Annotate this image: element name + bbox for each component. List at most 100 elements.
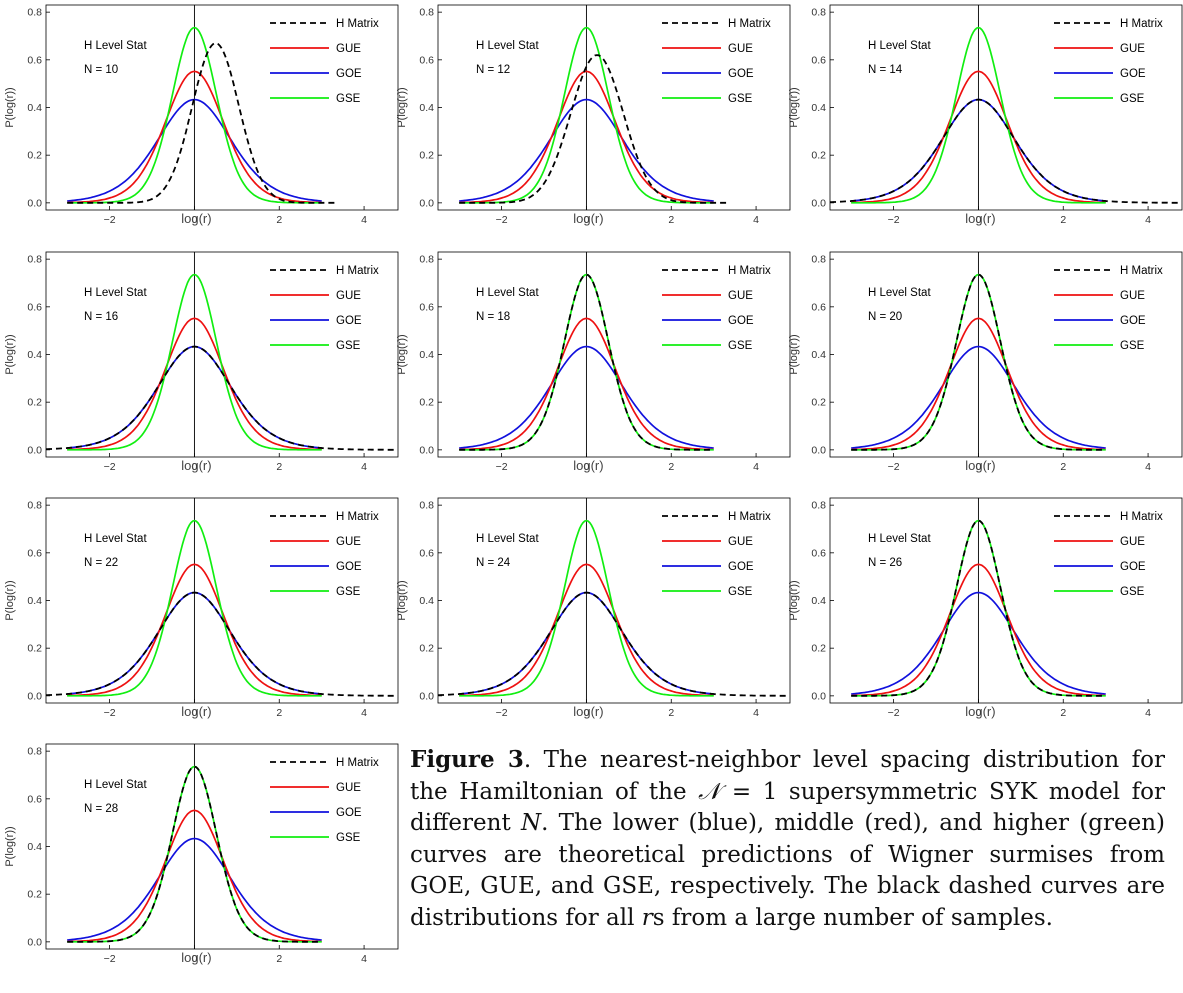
- x-tick-label: 4: [361, 461, 367, 473]
- annotation-title: H Level Stat: [868, 533, 931, 545]
- legend-label: GUE: [1120, 290, 1145, 302]
- legend-label: GOE: [336, 561, 362, 573]
- annotation-n: N = 24: [476, 557, 511, 569]
- y-tick-label: 0.4: [27, 349, 42, 361]
- annotation-n: N = 12: [476, 64, 510, 76]
- legend-label: GSE: [728, 340, 753, 352]
- y-tick-label: 0.8: [27, 7, 42, 19]
- y-axis-label: P(log(r)): [4, 826, 16, 866]
- y-tick-label: 0.2: [27, 150, 42, 162]
- x-tick-label: 0: [976, 214, 982, 226]
- annotation-title: H Level Stat: [476, 40, 539, 52]
- x-tick-label: 0: [584, 461, 590, 473]
- x-tick-label: 2: [1060, 461, 1066, 473]
- y-tick-label: 0.4: [419, 102, 434, 114]
- x-tick-label: 0: [976, 707, 982, 719]
- y-tick-label: 0.0: [419, 444, 434, 456]
- series-gue-line: [851, 317, 1106, 451]
- x-tick-label: 2: [1060, 214, 1066, 226]
- series-gue-line: [851, 563, 1106, 697]
- annotation-n: N = 20: [868, 311, 902, 323]
- y-tick-label: 0.2: [27, 397, 42, 409]
- annotation-title: H Level Stat: [84, 779, 147, 791]
- legend-label: GOE: [1120, 68, 1146, 80]
- legend-label: H Matrix: [728, 18, 771, 30]
- y-tick-label: 0.4: [27, 595, 42, 607]
- series-h-matrix-line: [46, 591, 398, 697]
- y-tick-label: 0.0: [27, 936, 42, 948]
- chart-panel: −2 0 2 4 0.0 0.2 0.4 0.6 0.8 log(r) P(log(r)) H Lev…: [396, 4, 791, 226]
- chart-panel: −2 0 2 4 0.0 0.2 0.4 0.6 0.8 log(r) P(log(r)) H Lev…: [4, 497, 399, 719]
- y-axis-label: P(log(r)): [788, 87, 800, 127]
- x-tick-label: 2: [668, 214, 674, 226]
- y-tick-label: 0.8: [27, 500, 42, 512]
- y-tick-label: 0.4: [27, 102, 42, 114]
- y-axis-label: P(log(r)): [396, 87, 408, 127]
- legend-label: GOE: [336, 807, 362, 819]
- plot-frame: [45, 251, 399, 458]
- legend-label: GUE: [336, 43, 361, 55]
- y-tick-label: 0.6: [811, 547, 826, 559]
- x-tick-label: 4: [361, 953, 367, 965]
- annotation-title: H Level Stat: [84, 40, 147, 52]
- series-gue-line: [67, 70, 322, 204]
- x-tick-label: 2: [276, 953, 282, 965]
- legend-label: GOE: [336, 68, 362, 80]
- x-axis-label: log(r): [573, 458, 603, 473]
- x-tick-label: 0: [584, 214, 590, 226]
- x-tick-label: −2: [496, 461, 508, 473]
- series-h-matrix-line: [459, 54, 728, 204]
- y-axis-label: P(log(r)): [4, 334, 16, 374]
- legend-label: H Matrix: [336, 511, 379, 523]
- y-tick-label: 0.2: [27, 889, 42, 901]
- y-tick-label: 0.2: [419, 397, 434, 409]
- series-h-matrix-line: [830, 98, 1182, 204]
- legend-label: GSE: [336, 832, 361, 844]
- y-tick-label: 0.0: [419, 197, 434, 209]
- x-axis-label: log(r): [181, 211, 211, 226]
- x-tick-label: 0: [192, 953, 198, 965]
- y-axis-label: P(log(r)): [396, 334, 408, 374]
- series-gue-line: [459, 70, 714, 204]
- legend-label: GSE: [1120, 340, 1145, 352]
- x-tick-label: 4: [1145, 214, 1151, 226]
- chart-panel: −2 0 2 4 0.0 0.2 0.4 0.6 0.8 log(r) P(log(r)) H Lev…: [396, 251, 791, 473]
- plot-frame: [437, 4, 791, 211]
- series-h-matrix-line: [459, 273, 714, 451]
- caption-symbol-n: N: [520, 810, 542, 836]
- x-tick-label: −2: [104, 707, 116, 719]
- chart-panel: −2 0 2 4 0.0 0.2 0.4 0.6 0.8 log(r) P(log(r)) H Lev…: [788, 497, 1183, 719]
- legend-label: GSE: [336, 340, 361, 352]
- caption-text-4: s from a large number of samples.: [652, 904, 1053, 931]
- caption-text-2: = 1 supersymmetric SYK model for differe…: [410, 778, 1165, 837]
- series-gse-line: [67, 519, 322, 697]
- plot-frame: [437, 251, 791, 458]
- series-h-matrix-line: [67, 42, 336, 204]
- x-tick-label: −2: [888, 214, 900, 226]
- annotation-title: H Level Stat: [868, 40, 931, 52]
- legend-label: GUE: [1120, 536, 1145, 548]
- x-axis-label: log(r): [573, 704, 603, 719]
- x-axis-label: log(r): [181, 950, 211, 965]
- y-tick-label: 0.6: [811, 301, 826, 313]
- y-tick-label: 0.6: [27, 301, 42, 313]
- y-tick-label: 0.6: [419, 547, 434, 559]
- series-gue-line: [67, 563, 322, 697]
- x-tick-label: −2: [888, 461, 900, 473]
- x-tick-label: 2: [668, 707, 674, 719]
- series-h-matrix-line: [851, 273, 1106, 451]
- plot-frame: [829, 4, 1183, 211]
- x-tick-label: 0: [192, 214, 198, 226]
- legend-label: H Matrix: [336, 757, 379, 769]
- chart-panel: −2 0 2 4 0.0 0.2 0.4 0.6 0.8 log(r) P(log(r)) H Lev…: [788, 251, 1183, 473]
- x-tick-label: 4: [361, 707, 367, 719]
- annotation-title: H Level Stat: [476, 533, 539, 545]
- legend-label: GUE: [1120, 43, 1145, 55]
- y-tick-label: 0.4: [27, 841, 42, 853]
- x-tick-label: 2: [276, 461, 282, 473]
- legend-label: H Matrix: [1120, 18, 1163, 30]
- annotation-n: N = 28: [84, 803, 118, 815]
- legend-label: GSE: [728, 586, 753, 598]
- legend-label: GSE: [336, 586, 361, 598]
- plot-frame: [45, 4, 399, 211]
